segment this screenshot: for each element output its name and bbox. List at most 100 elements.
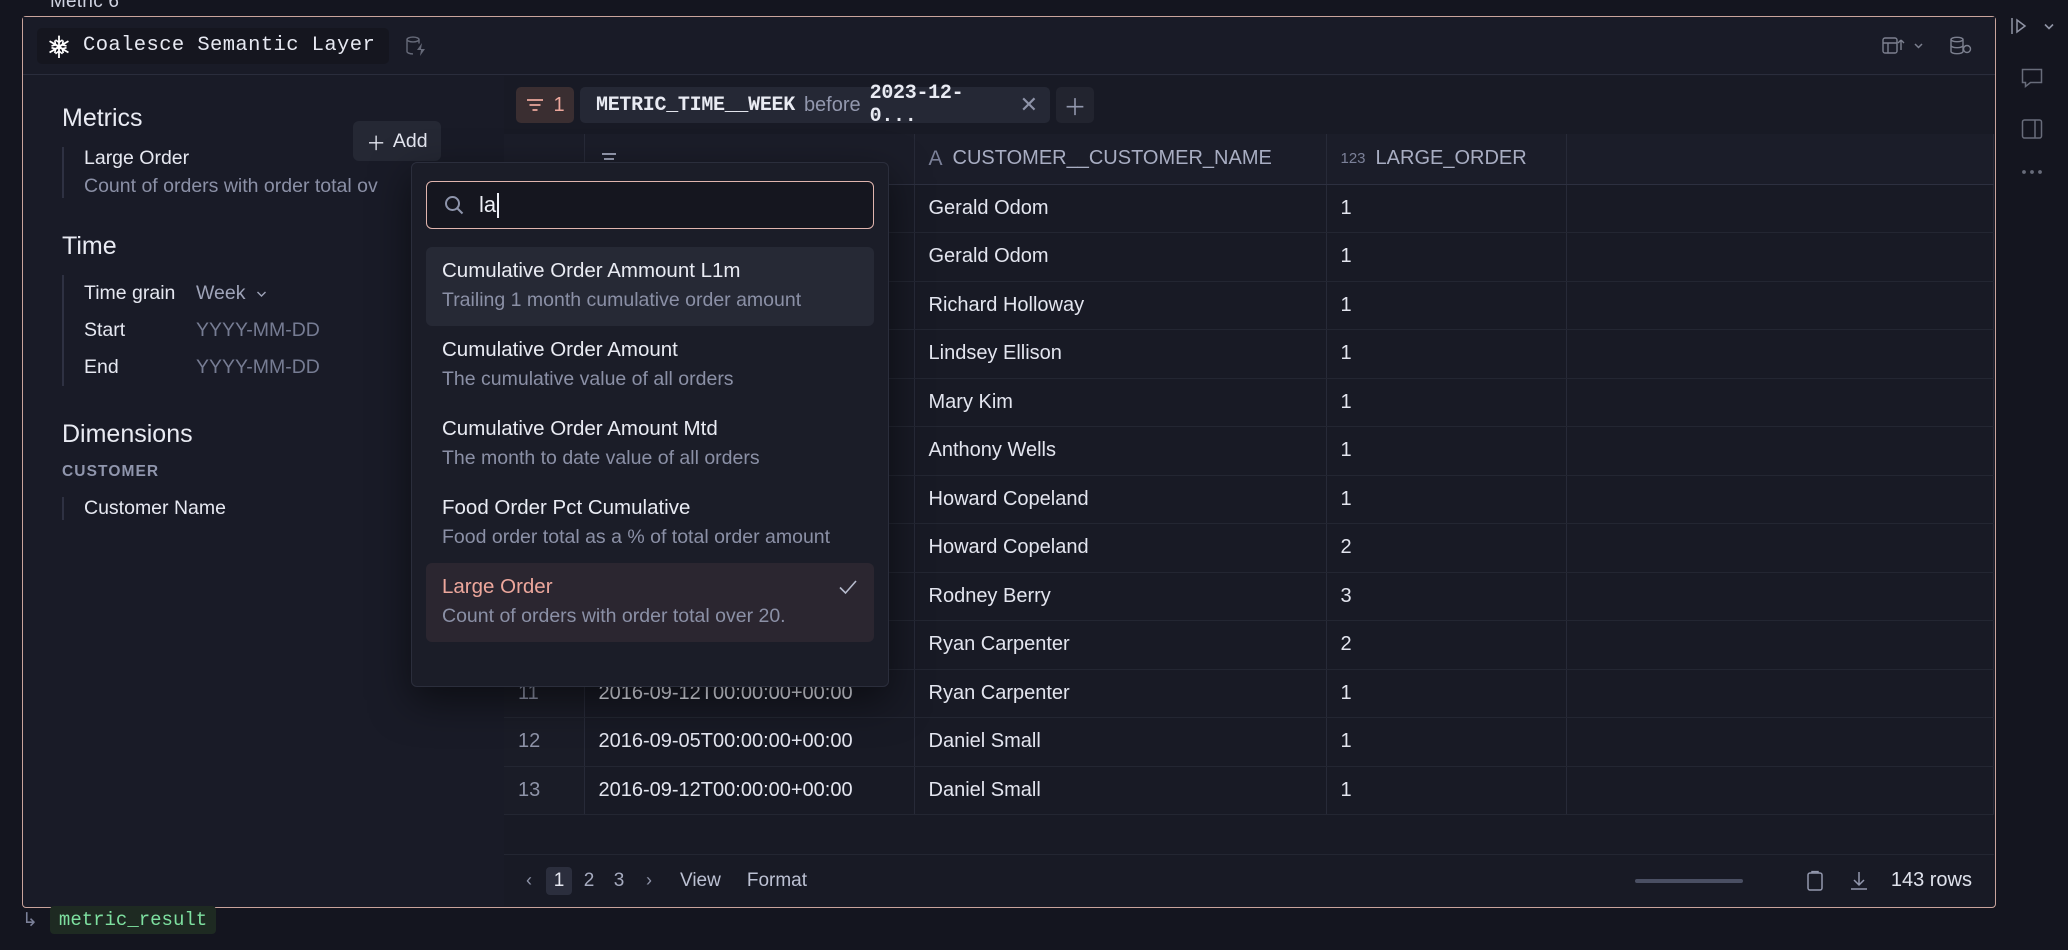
start-date-row: Start YYYY-MM-DD <box>84 312 504 349</box>
cell-large-order: 1 <box>1326 766 1567 815</box>
add-filter-button[interactable]: ＋ <box>1056 87 1094 123</box>
dimension-item-customer-name[interactable]: Customer Name <box>84 497 226 519</box>
right-rail <box>1996 0 2068 950</box>
cell-large-order: 1 <box>1326 184 1567 233</box>
page-button-2[interactable]: 2 <box>583 869 595 891</box>
start-date-label: Start <box>84 319 126 341</box>
metric-search-value: la <box>479 192 497 217</box>
metric-option[interactable]: Large Order Count of orders with order to… <box>426 563 874 642</box>
dimension-group-label: CUSTOMER <box>62 463 160 480</box>
play-icon <box>2011 18 2027 34</box>
metric-option[interactable]: Cumulative Order Ammount L1m Trailing 1 m… <box>426 247 874 326</box>
output-variable-name: metric_result <box>49 906 217 934</box>
cell-customer-name: Daniel Small <box>914 766 1327 815</box>
plus-icon: ＋ <box>366 132 386 155</box>
end-date-row: End YYYY-MM-DD <box>84 349 504 386</box>
table-row[interactable]: 13 2016-09-12T00:00:00+00:00 Daniel Small 1 <box>504 766 1994 815</box>
chevron-right-icon[interactable]: › <box>646 870 652 890</box>
metric-search-box[interactable]: la <box>426 181 874 229</box>
cell-filler <box>1566 426 1994 476</box>
cell-filler <box>1566 475 1994 524</box>
metric-option[interactable]: Food Order Pct Cumulative Food order tota… <box>426 484 874 563</box>
metric-option[interactable]: Cumulative Order Amount The cumulative va… <box>426 326 874 405</box>
panel-icon[interactable] <box>2019 116 2045 142</box>
cell-filler <box>1566 232 1994 282</box>
cell-metric-time: 2016-09-05T00:00:00+00:00 <box>584 717 915 767</box>
cell-filler <box>1566 281 1994 330</box>
bottom-bar-right: 143 rows <box>1634 869 1972 893</box>
run-database-icon[interactable] <box>403 33 429 59</box>
cell-filler <box>1566 669 1994 718</box>
metric-item[interactable]: Large Order Count of orders with order t… <box>84 147 504 198</box>
cell-large-order: 1 <box>1326 378 1567 427</box>
filter-chip-field: METRIC_TIME__WEEK <box>596 93 795 117</box>
time-grain-select[interactable]: Week <box>196 282 269 305</box>
comment-icon[interactable] <box>2019 64 2045 90</box>
end-date-label: End <box>84 356 119 378</box>
download-icon[interactable] <box>1847 869 1871 893</box>
add-metric-button[interactable]: ＋ Add <box>353 121 441 161</box>
add-button-label: Add <box>392 129 428 152</box>
metric-option[interactable]: Cumulative Order Amount Mtd The month to … <box>426 405 874 484</box>
cell-customer-name: Howard Copeland <box>914 475 1327 524</box>
table-header-label: LARGE_ORDER <box>1375 147 1527 170</box>
metric-option-desc: The cumulative value of all orders <box>442 368 734 390</box>
search-icon <box>445 196 464 215</box>
metric-item-desc: Count of orders with order total ov <box>84 175 378 197</box>
cell-customer-name: Lindsey Ellison <box>914 329 1327 379</box>
cell-large-order: 2 <box>1326 620 1567 670</box>
time-section-title: Time <box>62 232 117 260</box>
type-badge-number: 123 <box>1340 150 1366 168</box>
filter-chip[interactable]: METRIC_TIME__WEEK before 2023-12-0... ✕ <box>580 82 1050 128</box>
database-preview-icon[interactable] <box>1947 34 1973 58</box>
row-index: 12 <box>504 717 585 767</box>
end-date-input[interactable]: YYYY-MM-DD <box>196 356 320 378</box>
metric-option-desc: The month to date value of all orders <box>442 447 760 469</box>
cell-customer-name: Mary Kim <box>914 378 1327 427</box>
page-button-1[interactable]: 1 <box>546 866 572 895</box>
metric-options-list: Cumulative Order Ammount L1m Trailing 1 m… <box>426 247 874 642</box>
table-header-customer-name[interactable]: A CUSTOMER__CUSTOMER_NAME <box>914 134 1327 185</box>
table-row[interactable]: 12 2016-09-05T00:00:00+00:00 Daniel Small 1 <box>504 717 1994 767</box>
cell-large-order: 3 <box>1326 572 1567 621</box>
cell-large-order: 1 <box>1326 475 1567 524</box>
run-cell-controls[interactable] <box>2008 14 2056 38</box>
start-date-input[interactable]: YYYY-MM-DD <box>196 319 320 341</box>
header-right-actions <box>1881 34 1995 58</box>
clipboard-icon[interactable] <box>1803 869 1827 893</box>
table-header-label: CUSTOMER__CUSTOMER_NAME <box>952 147 1272 170</box>
cell-customer-name: Daniel Small <box>914 717 1327 767</box>
filter-chip-value: 2023-12-0... <box>869 82 964 128</box>
database-schema-icon[interactable] <box>1881 34 1925 58</box>
table-header-large-order[interactable]: 123 LARGE_ORDER <box>1326 134 1567 185</box>
filter-icon <box>527 99 544 111</box>
cell-metric-time: 2016-09-12T00:00:00+00:00 <box>584 766 915 815</box>
cell-customer-name: Gerald Odom <box>914 232 1327 282</box>
metric-picker-dropdown: la Cumulative Order Ammount L1m Trailing … <box>411 162 889 687</box>
cell-filler <box>1566 766 1994 815</box>
table-bottom-bar: ‹ 1 2 3 › View Format <box>504 854 1994 906</box>
metric-option-desc: Food order total as a % of total order a… <box>442 526 831 548</box>
page-button-3[interactable]: 3 <box>613 869 625 891</box>
metric-option-desc: Trailing 1 month cumulative order amount <box>442 289 802 311</box>
table-header-filler <box>1566 134 1994 185</box>
metric-cell-frame: Coalesce Semantic Layer <box>22 16 1996 908</box>
more-icon[interactable] <box>2019 168 2045 176</box>
rows-count: 143 rows <box>1890 869 1972 891</box>
horizontal-scrollbar[interactable] <box>1634 878 1743 883</box>
cell-filler <box>1566 717 1994 767</box>
cell-customer-name: Ryan Carpenter <box>914 669 1327 718</box>
metric-item-name: Large Order <box>84 147 190 169</box>
format-button[interactable]: Format <box>746 869 808 891</box>
metric-option-title: Cumulative Order Amount Mtd <box>442 417 718 440</box>
view-button[interactable]: View <box>680 869 721 891</box>
time-settings: Time grain Week Start YYYY-MM-DD End YYY… <box>62 275 504 386</box>
metrics-section-title: Metrics <box>62 104 143 132</box>
filter-count-badge[interactable]: 1 <box>516 87 574 123</box>
chevron-down-icon <box>2044 23 2054 30</box>
filter-chip-operator: before <box>803 93 861 116</box>
close-icon[interactable]: ✕ <box>1019 92 1038 117</box>
chevron-left-icon[interactable]: ‹ <box>526 870 532 890</box>
cell-filler <box>1566 184 1994 233</box>
metric-search-input[interactable]: la <box>479 192 499 218</box>
